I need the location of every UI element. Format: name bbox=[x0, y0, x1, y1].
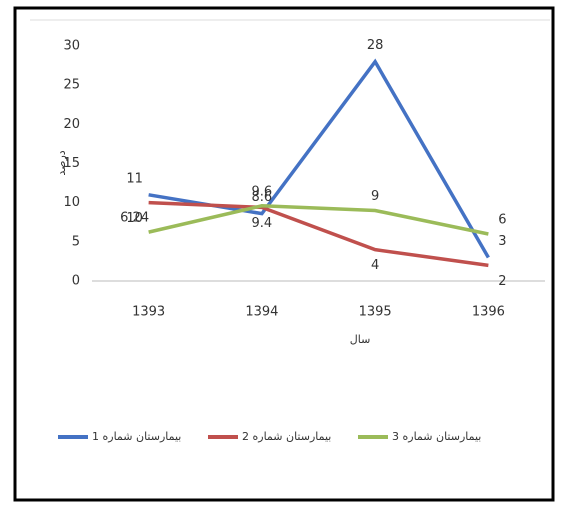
y-tick-label: 5 bbox=[72, 234, 80, 249]
y-tick-label: 30 bbox=[63, 39, 80, 54]
y-axis-label: درصد bbox=[55, 150, 68, 175]
y-tick-label: 10 bbox=[63, 195, 80, 210]
x-tick-label: 1394 bbox=[245, 305, 278, 320]
data-label: 9.6 bbox=[252, 184, 273, 199]
data-label: 10 bbox=[126, 211, 143, 226]
data-label: 3 bbox=[498, 234, 506, 249]
x-tick-label: 1395 bbox=[359, 305, 392, 320]
y-tick-label: 20 bbox=[63, 117, 80, 132]
data-label: 8.6 bbox=[252, 190, 273, 205]
data-label: 6.24 bbox=[120, 211, 149, 226]
series-line bbox=[148, 204, 489, 236]
frame bbox=[13, 6, 555, 502]
series-line bbox=[148, 200, 489, 268]
y-tick-label: 25 bbox=[63, 78, 80, 93]
data-label: 2 bbox=[498, 274, 506, 289]
data-label: 11 bbox=[126, 171, 143, 186]
data-label: 4 bbox=[371, 258, 379, 273]
x-tick-label: 1396 bbox=[472, 305, 505, 320]
data-label: 6 bbox=[498, 213, 506, 228]
legend-label: بیمارستان شماره 3 bbox=[392, 430, 481, 443]
data-label: 9 bbox=[371, 189, 379, 204]
data-label: 28 bbox=[367, 38, 384, 53]
x-axis-label: سال bbox=[350, 333, 371, 346]
y-tick-label: 15 bbox=[63, 156, 80, 171]
legend-label: بیمارستان شماره 1 bbox=[92, 430, 181, 443]
data-label: 9.4 bbox=[252, 216, 273, 231]
x-tick-label: 1393 bbox=[132, 305, 165, 320]
y-tick-label: 0 bbox=[72, 274, 80, 289]
legend-label: بیمارستان شماره 2 bbox=[242, 430, 331, 443]
